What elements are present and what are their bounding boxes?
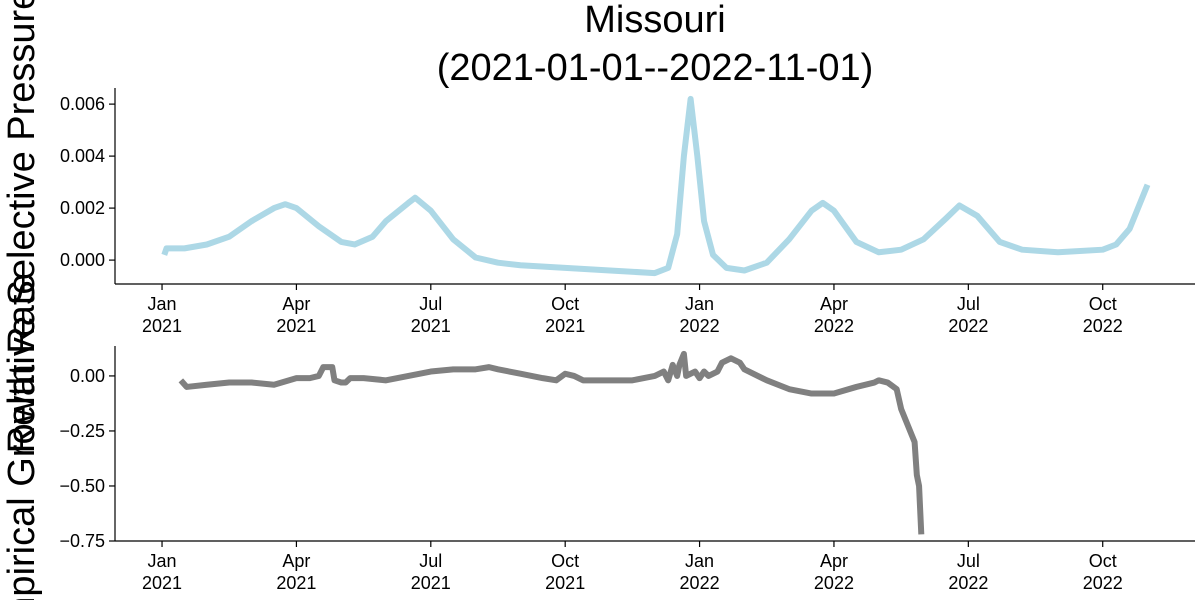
y-tick-label: 0.000 — [60, 250, 105, 270]
x-tick-label-line: 2021 — [142, 573, 182, 593]
y-tick-label: −0.50 — [59, 476, 105, 496]
x-tick-label-line: 2022 — [814, 573, 854, 593]
x-tick-label: Oct 2022 — [1083, 294, 1123, 336]
x-tick-label-line: Jan — [685, 294, 714, 314]
x-tick-label-line: 2021 — [411, 316, 451, 336]
x-tick-label-line: 2021 — [276, 316, 316, 336]
x-tick-label-line: 2022 — [680, 573, 720, 593]
y-tick-label: −0.25 — [59, 421, 105, 441]
x-tick-label-line: 2021 — [142, 316, 182, 336]
y-tick-label: −0.75 — [59, 531, 105, 551]
x-tick-label-line: 2021 — [276, 573, 316, 593]
x-tick-label-line: Apr — [820, 551, 848, 571]
chart-title: Missouri — [584, 0, 725, 41]
x-tick-label-line: 2021 — [411, 573, 451, 593]
x-tick-label: Jan 2022 — [680, 551, 720, 593]
x-tick-label-line: Jan — [148, 551, 177, 571]
x-tick-label-line: 2022 — [1083, 316, 1123, 336]
x-tick-label-line: Jul — [957, 294, 980, 314]
data-line — [161, 95, 1151, 277]
y-tick-label: 0.00 — [70, 366, 105, 386]
x-tick-label-line: 2022 — [680, 316, 720, 336]
x-tick-label-line: Apr — [282, 294, 310, 314]
x-tick-label-line: Jul — [419, 294, 442, 314]
x-tick-label-line: Jan — [685, 551, 714, 571]
x-tick-label-line: Apr — [282, 551, 310, 571]
x-tick-label-line: Oct — [1089, 551, 1117, 571]
x-tick-label-line: Oct — [551, 294, 579, 314]
y-tick-label: 0.002 — [60, 198, 105, 218]
x-tick-label-line: 2021 — [545, 573, 585, 593]
y-axis-label: Relative Selective Pressure — [1, 0, 43, 453]
chart-subtitle: (2021-01-01--2022-11-01) — [437, 47, 874, 89]
y-axis-label: Empirical Growth Rate — [1, 273, 43, 600]
x-tick-label-line: Oct — [551, 551, 579, 571]
data-line — [178, 350, 925, 535]
x-tick-label: Apr 2021 — [276, 551, 316, 593]
x-tick-label-line: 2022 — [948, 573, 988, 593]
x-tick-label-line: Jul — [419, 551, 442, 571]
x-tick-label: Jan 2021 — [142, 551, 182, 593]
x-tick-label: Jul 2021 — [411, 551, 451, 593]
x-tick-label: Jul 2022 — [948, 551, 988, 593]
x-tick-label-line: 2022 — [814, 316, 854, 336]
x-tick-label: Oct 2021 — [545, 294, 585, 336]
x-tick-label: Jan 2022 — [680, 294, 720, 336]
y-tick-label: 0.004 — [60, 146, 105, 166]
x-tick-label-line: Apr — [820, 294, 848, 314]
x-tick-label: Jan 2021 — [142, 294, 182, 336]
x-tick-label-line: 2022 — [1083, 573, 1123, 593]
x-tick-label-line: Jan — [148, 294, 177, 314]
x-tick-label-line: 2021 — [545, 316, 585, 336]
x-tick-label: Apr 2022 — [814, 294, 854, 336]
x-tick-label: Jul 2021 — [411, 294, 451, 336]
x-tick-label: Oct 2021 — [545, 551, 585, 593]
x-tick-label: Jul 2022 — [948, 294, 988, 336]
x-tick-label-line: Oct — [1089, 294, 1117, 314]
y-tick-label: 0.006 — [60, 94, 105, 114]
x-tick-label-line: 2022 — [948, 316, 988, 336]
x-tick-label: Apr 2022 — [814, 551, 854, 593]
x-tick-label: Apr 2021 — [276, 294, 316, 336]
x-tick-label-line: Jul — [957, 551, 980, 571]
x-tick-label: Oct 2022 — [1083, 551, 1123, 593]
